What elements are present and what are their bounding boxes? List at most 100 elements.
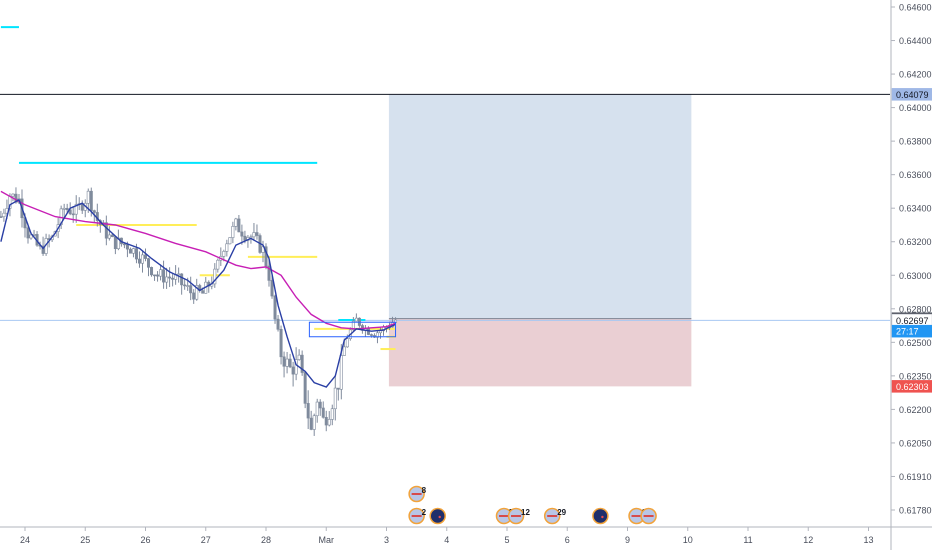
event-count: 29 xyxy=(557,508,566,517)
time-tick-label: 10 xyxy=(683,535,693,545)
candle xyxy=(303,371,307,409)
time-tick-label: 13 xyxy=(863,535,873,545)
price-tick-label: 0.64200 xyxy=(899,70,932,80)
event-count: 2 xyxy=(422,508,427,517)
candle-body xyxy=(264,246,268,267)
time-tick-label: 28 xyxy=(261,535,271,545)
candle-body xyxy=(107,234,111,239)
flag-stripe xyxy=(643,515,654,517)
candle-body xyxy=(267,265,271,281)
candle xyxy=(159,264,163,281)
candle-body xyxy=(26,227,30,239)
candle-body xyxy=(306,403,310,419)
candle-body xyxy=(342,346,346,356)
price-tick-label: 0.62350 xyxy=(899,371,932,381)
candle xyxy=(189,276,193,301)
candle xyxy=(62,203,66,218)
event-marker[interactable] xyxy=(429,507,446,525)
candle-body xyxy=(270,280,274,297)
candle xyxy=(183,278,187,290)
event-marker[interactable] xyxy=(640,507,657,525)
price-tick-label: 0.64600 xyxy=(899,3,932,13)
price-tick-label: 0.61780 xyxy=(899,506,932,516)
candle-body xyxy=(369,334,373,336)
candle xyxy=(234,217,238,231)
event-count: 8 xyxy=(422,486,427,495)
candle xyxy=(122,243,126,249)
price-label-box xyxy=(891,88,932,101)
event-marker[interactable] xyxy=(592,507,609,525)
flag-star xyxy=(438,515,441,519)
candle-body xyxy=(288,358,292,368)
candle-body xyxy=(104,222,108,239)
candle-body xyxy=(255,232,259,236)
price-tick-label: 0.63600 xyxy=(899,170,932,180)
candle xyxy=(131,247,135,258)
candle-body xyxy=(324,417,328,426)
profit-zone[interactable] xyxy=(388,94,692,319)
candle-body xyxy=(92,210,96,213)
price-tick-label: 0.64400 xyxy=(899,36,932,46)
event-marker[interactable]: 29 xyxy=(543,507,567,525)
candle xyxy=(225,239,229,257)
candle xyxy=(240,224,244,245)
candle-body xyxy=(351,320,355,331)
candle xyxy=(231,221,235,244)
candle-body xyxy=(165,276,169,283)
candle xyxy=(336,387,340,401)
flag-stripe xyxy=(498,515,509,517)
candle-body xyxy=(216,259,220,270)
event-marker[interactable]: 8 xyxy=(408,485,427,503)
candle xyxy=(0,210,3,218)
candle-body xyxy=(29,234,33,239)
event-marker[interactable]: 12 xyxy=(507,507,531,525)
candle-body xyxy=(240,231,244,237)
candle xyxy=(327,411,331,427)
candle xyxy=(107,226,111,241)
loss-zone[interactable] xyxy=(388,318,692,387)
candle xyxy=(216,258,220,273)
slow-moving-average-line xyxy=(0,190,396,330)
candle-body xyxy=(153,274,157,277)
candle-body xyxy=(65,207,69,211)
price-axis[interactable]: 0.64600 0.64400 0.64200 0.64000 0.63800 0.636… xyxy=(890,0,932,550)
candle xyxy=(104,215,108,246)
long-position-tool[interactable] xyxy=(388,94,692,387)
candle-body xyxy=(137,258,141,264)
candle xyxy=(165,267,169,289)
time-tick-label: 12 xyxy=(803,535,813,545)
time-axis[interactable]: 24 25 26 27 28 Mar 3 4 5 6 9 10 11 12 13 xyxy=(0,526,932,545)
candle xyxy=(92,209,96,223)
price-tick-label: 0.62050 xyxy=(899,438,932,448)
time-tick-label: 27 xyxy=(201,535,211,545)
candle xyxy=(312,413,316,436)
candle xyxy=(264,243,268,270)
price-label: 0.62697 xyxy=(891,314,932,327)
candle-body xyxy=(318,401,322,409)
event-count: 12 xyxy=(521,508,530,517)
candle xyxy=(140,251,144,273)
candle-body xyxy=(180,273,184,286)
candle xyxy=(2,208,6,222)
candle-body xyxy=(276,318,280,330)
candle-body xyxy=(312,415,316,430)
candle-body xyxy=(354,317,358,322)
candle xyxy=(297,349,301,361)
candle-body xyxy=(195,285,199,300)
candle xyxy=(65,203,69,213)
economic-events-layer[interactable]: 825122912 xyxy=(408,485,657,525)
candle xyxy=(354,313,358,322)
candle-body xyxy=(291,366,295,375)
event-marker[interactable]: 2 xyxy=(408,507,427,525)
price-label: 0.62303 xyxy=(891,380,932,393)
candle xyxy=(324,410,328,432)
candle xyxy=(153,274,157,281)
zone-rectangle[interactable] xyxy=(308,321,397,338)
time-tick-label: 3 xyxy=(384,535,389,545)
candle-body xyxy=(213,268,217,285)
zone-box-layer[interactable] xyxy=(308,321,397,338)
candle xyxy=(168,267,172,288)
candle xyxy=(279,325,283,365)
candle-body xyxy=(252,232,256,238)
